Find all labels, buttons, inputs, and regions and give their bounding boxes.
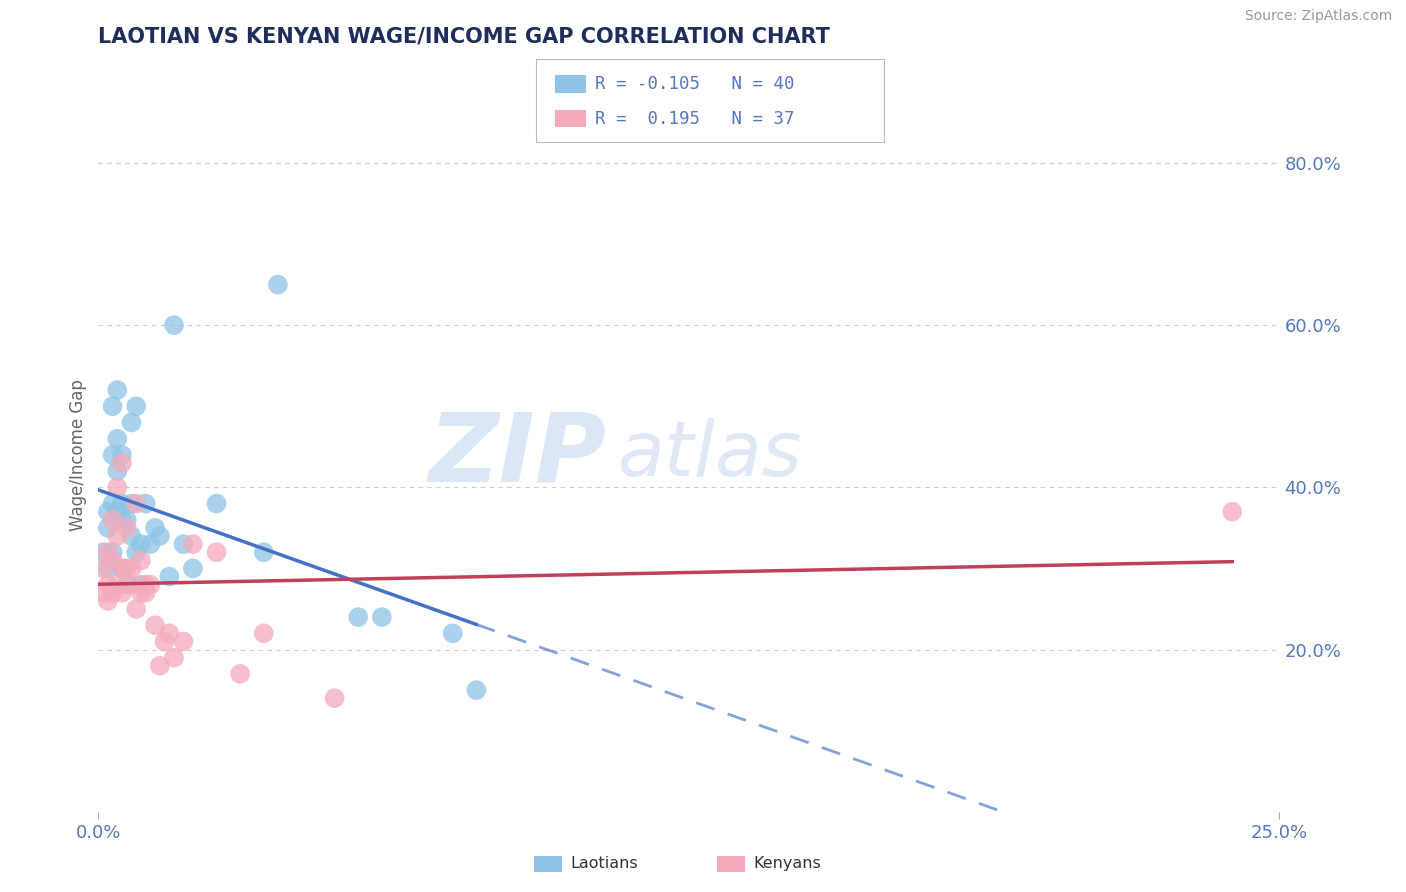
- Point: [105, 480, 128, 494]
- Point: [97, 505, 120, 519]
- Point: [97, 561, 120, 575]
- Point: [135, 577, 157, 591]
- Point: [105, 464, 128, 478]
- Point: [91, 586, 114, 600]
- Point: [371, 610, 394, 624]
- Point: [205, 497, 228, 511]
- Text: R =  0.195   N = 37: R = 0.195 N = 37: [595, 110, 794, 128]
- Text: Source: ZipAtlas.com: Source: ZipAtlas.com: [1244, 9, 1392, 23]
- Point: [105, 529, 128, 543]
- Point: [101, 513, 124, 527]
- Point: [135, 586, 157, 600]
- Point: [129, 553, 152, 567]
- Point: [441, 626, 464, 640]
- Point: [111, 586, 134, 600]
- Point: [121, 416, 143, 430]
- Point: [101, 586, 124, 600]
- Point: [91, 561, 114, 575]
- Point: [125, 399, 148, 413]
- Point: [111, 497, 134, 511]
- Point: [125, 602, 148, 616]
- Point: [121, 497, 143, 511]
- Point: [105, 505, 128, 519]
- Point: [111, 561, 134, 575]
- Point: [172, 634, 194, 648]
- Point: [267, 277, 290, 292]
- Point: [149, 658, 172, 673]
- Point: [157, 626, 180, 640]
- Point: [172, 537, 194, 551]
- Point: [125, 497, 148, 511]
- Point: [157, 569, 180, 583]
- Point: [1220, 505, 1243, 519]
- Y-axis label: Wage/Income Gap: Wage/Income Gap: [69, 379, 87, 531]
- Point: [253, 545, 276, 559]
- Point: [101, 448, 124, 462]
- Text: Laotians: Laotians: [571, 856, 638, 871]
- Point: [97, 521, 120, 535]
- Text: ZIP: ZIP: [429, 409, 606, 501]
- Point: [143, 521, 166, 535]
- Point: [135, 497, 157, 511]
- Point: [101, 553, 124, 567]
- Point: [129, 537, 152, 551]
- Point: [253, 626, 276, 640]
- Point: [163, 650, 186, 665]
- Point: [115, 561, 138, 575]
- Point: [121, 529, 143, 543]
- Point: [111, 448, 134, 462]
- Point: [323, 691, 346, 706]
- Point: [111, 513, 134, 527]
- Point: [115, 513, 138, 527]
- Point: [129, 577, 152, 591]
- Text: LAOTIAN VS KENYAN WAGE/INCOME GAP CORRELATION CHART: LAOTIAN VS KENYAN WAGE/INCOME GAP CORREL…: [98, 27, 831, 46]
- Point: [181, 537, 204, 551]
- Point: [139, 537, 162, 551]
- Text: Kenyans: Kenyans: [754, 856, 821, 871]
- Point: [105, 383, 128, 397]
- Point: [129, 586, 152, 600]
- Point: [115, 521, 138, 535]
- Point: [143, 618, 166, 632]
- Point: [97, 594, 120, 608]
- Point: [121, 561, 143, 575]
- Point: [465, 683, 488, 698]
- Point: [101, 497, 124, 511]
- Point: [111, 561, 134, 575]
- Point: [153, 634, 176, 648]
- Point: [115, 577, 138, 591]
- Text: atlas: atlas: [619, 418, 803, 491]
- Point: [121, 577, 143, 591]
- Point: [97, 545, 120, 559]
- Point: [105, 432, 128, 446]
- Point: [97, 577, 120, 591]
- Point: [105, 577, 128, 591]
- Point: [181, 561, 204, 575]
- Point: [101, 399, 124, 413]
- Point: [125, 545, 148, 559]
- Point: [229, 666, 252, 681]
- Point: [163, 318, 186, 333]
- Point: [139, 577, 162, 591]
- Point: [91, 545, 114, 559]
- Point: [205, 545, 228, 559]
- Point: [101, 545, 124, 559]
- Point: [347, 610, 370, 624]
- Point: [111, 456, 134, 470]
- Text: R = -0.105   N = 40: R = -0.105 N = 40: [595, 75, 794, 93]
- Point: [149, 529, 172, 543]
